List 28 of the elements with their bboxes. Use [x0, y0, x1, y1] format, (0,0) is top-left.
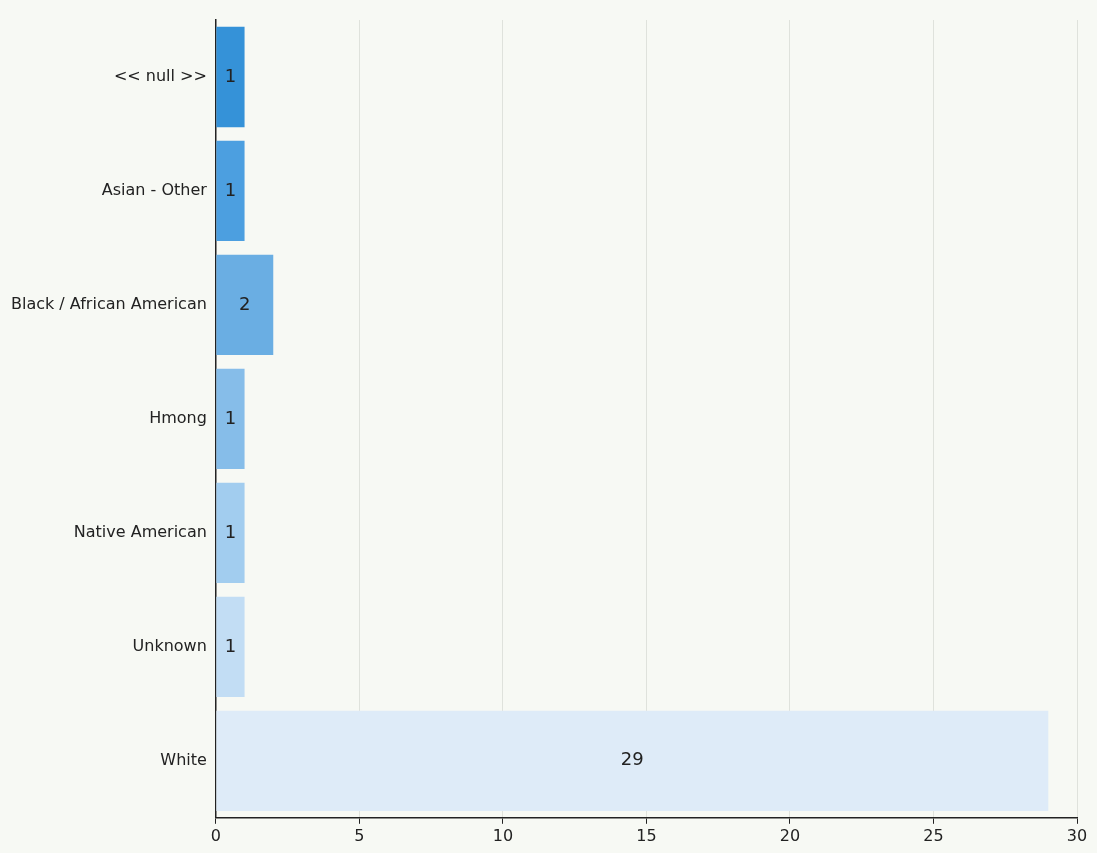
bar	[216, 368, 245, 470]
y-tick-label: Native American	[73, 522, 207, 542]
bar	[216, 140, 245, 242]
data-label: 1	[224, 178, 237, 200]
x-tick-label: 0	[210, 825, 221, 845]
y-tick-label: Hmong	[149, 408, 207, 428]
x-tick-label: 20	[779, 825, 801, 845]
y-tick-label: White	[160, 749, 207, 769]
y-tick-label: Asian - Other	[101, 180, 208, 200]
bar	[216, 710, 1049, 811]
data-label: 2	[239, 292, 251, 314]
data-label: 1	[224, 64, 237, 86]
bar	[216, 596, 245, 697]
x-tick-label: 25	[923, 825, 944, 845]
y-tick-label: Black / African American	[10, 294, 207, 314]
data-label: 29	[620, 748, 644, 770]
x-tick-label: 5	[354, 825, 365, 845]
bar	[216, 254, 274, 356]
x-tick-label: 15	[636, 825, 657, 845]
x-tick-label: 30	[1066, 825, 1088, 845]
bar	[216, 26, 245, 128]
y-tick-label: Unknown	[132, 636, 207, 655]
bar	[216, 482, 245, 584]
x-tick-label: 10	[492, 825, 514, 845]
data-label: 1	[224, 634, 237, 656]
data-label: 1	[224, 520, 237, 542]
data-label: 1	[224, 406, 237, 428]
y-tick-label: << null >>	[113, 66, 207, 86]
